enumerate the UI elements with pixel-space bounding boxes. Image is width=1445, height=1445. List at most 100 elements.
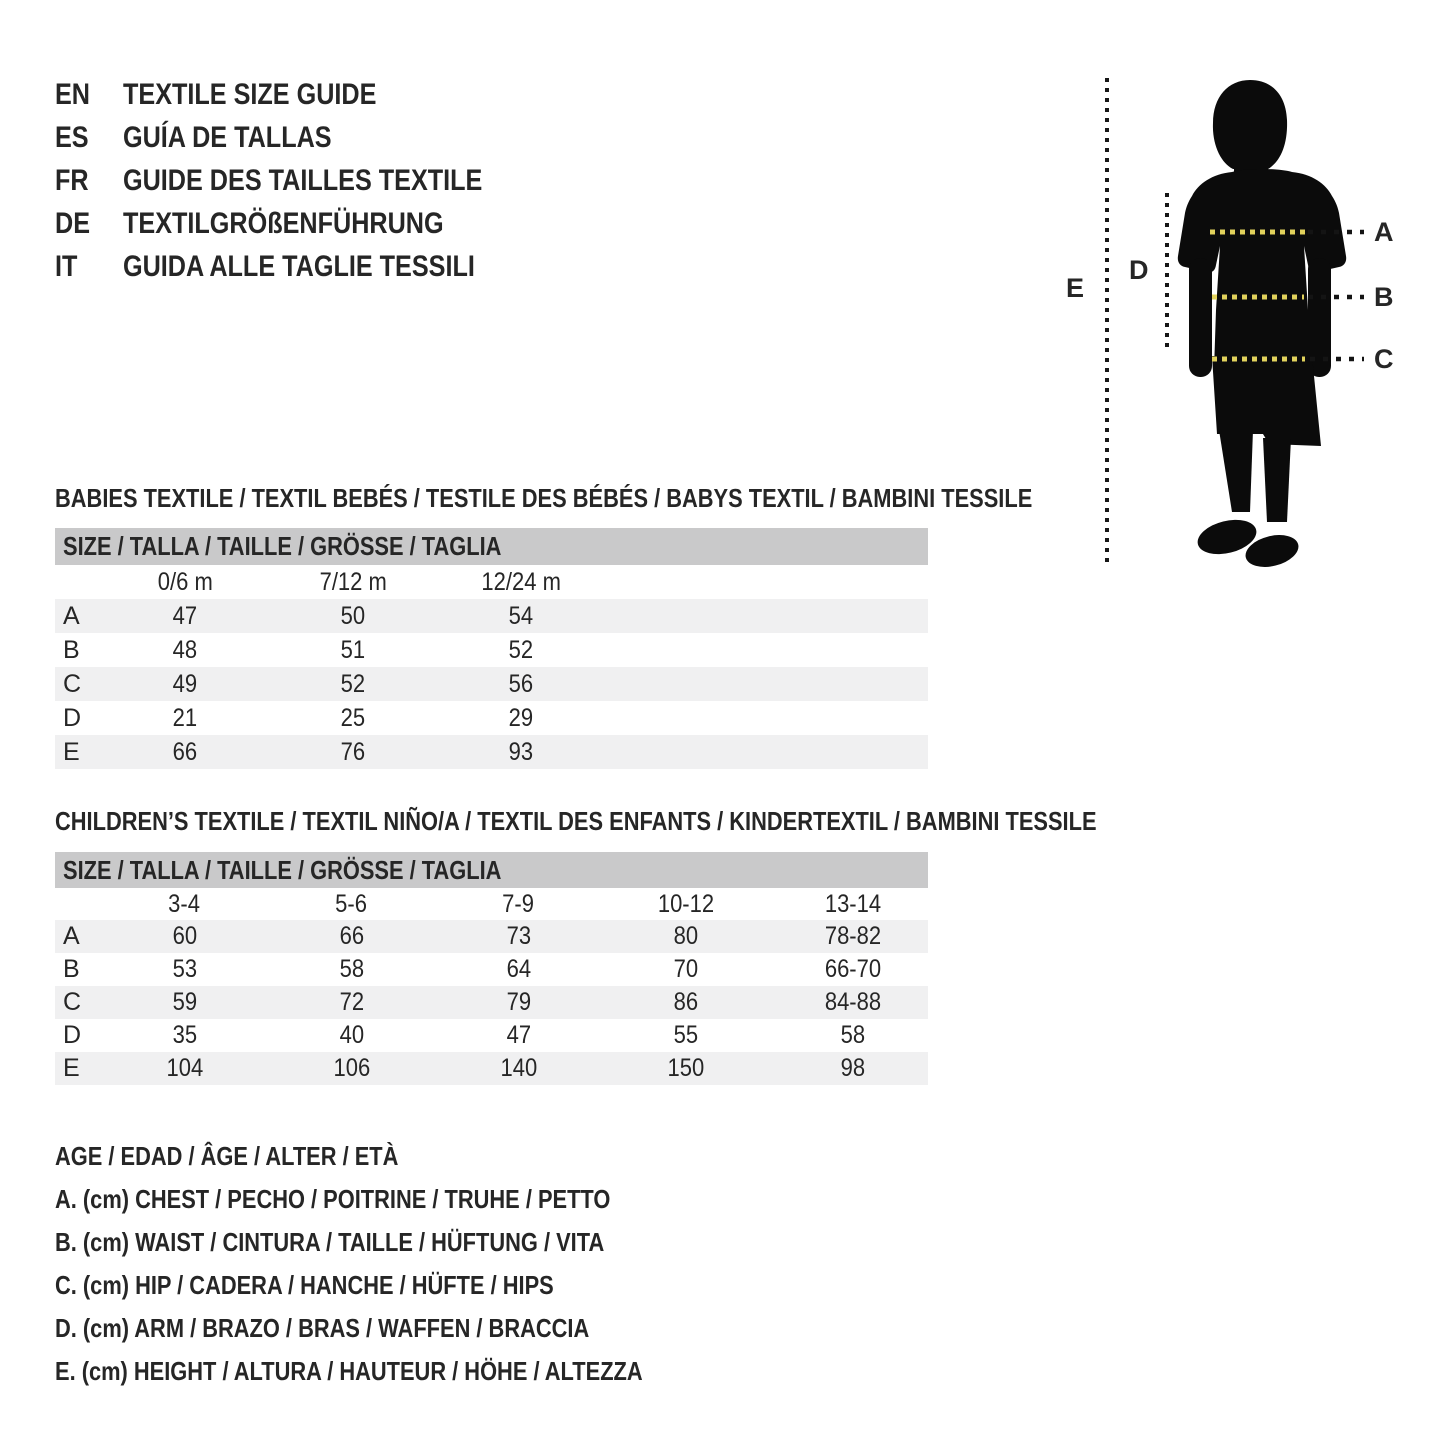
babies-size-table: SIZE / TALLA / TAILLE / GRÖSSE / TAGLIA …: [55, 528, 928, 769]
table-cell: 29: [437, 704, 605, 733]
legend-text: A. (cm) CHEST / PECHO / POITRINE / TRUHE…: [55, 1184, 611, 1214]
title-row-en: EN TEXTILE SIZE GUIDE: [55, 73, 551, 116]
cell-value: 47: [506, 1021, 531, 1049]
children-heading-text: CHILDREN’S TEXTILE / TEXTIL NIÑO/A / TEX…: [55, 806, 1097, 836]
cell-value: 35: [172, 1021, 197, 1049]
table-cell: 52: [437, 636, 605, 665]
cell-value: 84-88: [824, 988, 881, 1016]
language-code-text: IT: [55, 249, 78, 283]
babies-section-heading: BABIES TEXTILE / TEXTIL BEBÉS / TESTILE …: [55, 483, 1218, 513]
measurement-legend: AGE / EDAD / ÂGE / ALTER / ETÀ A. (cm) C…: [55, 1135, 755, 1393]
babies-column-header: 7/12 m: [269, 568, 437, 597]
table-cell: 47: [101, 602, 269, 631]
row-label: E: [63, 737, 80, 766]
cell-value: 73: [506, 922, 531, 950]
table-cell: 50: [269, 602, 437, 631]
table-row-e: E 104 106 140 150 98: [55, 1052, 928, 1085]
children-column-header: 3-4: [101, 890, 268, 919]
table-cell: 35: [101, 1021, 268, 1050]
children-column-header: 10-12: [602, 890, 769, 919]
table-row-b: B 53 58 64 70 66-70: [55, 953, 928, 986]
cell-value: 78-82: [824, 922, 881, 950]
table-row-a: A 47 50 54: [55, 599, 928, 633]
cell-value: 54: [508, 601, 534, 630]
table-cell: 60: [101, 922, 268, 951]
table-cell: 59: [101, 988, 268, 1017]
table-cell: 80: [602, 922, 769, 951]
measure-label-a: A: [1374, 217, 1394, 247]
language-code-it: IT: [55, 250, 123, 284]
language-code-text: EN: [55, 77, 91, 111]
language-code-es: ES: [55, 121, 123, 155]
cell-value: 58: [339, 955, 364, 983]
babies-size-header-text: SIZE / TALLA / TAILLE / GRÖSSE / TAGLIA: [63, 531, 502, 561]
measure-label-b: B: [1374, 282, 1394, 312]
cell-value: 72: [339, 988, 364, 1016]
measure-label-d: D: [1129, 255, 1149, 285]
column-header-text: 7-9: [502, 889, 535, 918]
row-label: C: [63, 988, 82, 1016]
table-cell: 150: [602, 1054, 769, 1083]
silhouette-head: [1212, 80, 1288, 169]
measure-label-c: C: [1374, 344, 1394, 374]
cell-value: 56: [508, 669, 534, 698]
legend-text: C. (cm) HIP / CADERA / HANCHE / HÜFTE / …: [55, 1270, 554, 1300]
table-cell: 72: [268, 988, 435, 1017]
column-header-text: 10-12: [657, 889, 714, 918]
table-cell: 104: [101, 1054, 268, 1083]
cell-value: 66-70: [824, 955, 881, 983]
table-cell: 52: [269, 670, 437, 699]
table-cell: 47: [435, 1021, 602, 1050]
cell-value: 59: [172, 988, 197, 1016]
table-cell: 53: [101, 955, 268, 984]
language-title-block: EN TEXTILE SIZE GUIDE ES GUÍA DE TALLAS …: [55, 73, 551, 288]
table-cell: 93: [437, 738, 605, 767]
silhouette-right-leg: [1263, 438, 1291, 522]
table-cell: 76: [269, 738, 437, 767]
table-row-b: B 48 51 52: [55, 633, 928, 667]
table-cell: 49: [101, 670, 269, 699]
babies-size-header-bar: SIZE / TALLA / TAILLE / GRÖSSE / TAGLIA: [55, 528, 928, 565]
cell-value: 79: [506, 988, 531, 1016]
cell-value: 66: [172, 737, 198, 766]
cell-value: 53: [172, 955, 197, 983]
cell-value: 80: [673, 922, 698, 950]
row-label: B: [63, 955, 80, 983]
title-row-it: IT GUIDA ALLE TAGLIE TESSILI: [55, 245, 551, 288]
column-header-text: 13-14: [824, 889, 881, 918]
legend-line-hip: C. (cm) HIP / CADERA / HANCHE / HÜFTE / …: [55, 1264, 755, 1307]
language-code-en: EN: [55, 78, 123, 112]
cell-value: 58: [840, 1021, 865, 1049]
table-cell: 78-82: [769, 922, 936, 951]
cell-value: 55: [673, 1021, 698, 1049]
cell-value: 21: [172, 703, 198, 732]
table-cell: 40: [268, 1021, 435, 1050]
language-code-fr: FR: [55, 164, 123, 198]
cell-value: 50: [340, 601, 366, 630]
guide-title-fr: GUIDE DES TAILLES TEXTILE: [123, 163, 483, 197]
guide-title-de: TEXTILGRÖßENFÜHRUNG: [123, 206, 444, 240]
legend-line-chest: A. (cm) CHEST / PECHO / POITRINE / TRUHE…: [55, 1178, 755, 1221]
silhouette-shirt: [1177, 169, 1347, 370]
cell-value: 70: [673, 955, 698, 983]
table-cell: 84-88: [769, 988, 936, 1017]
silhouette-right-shoe: [1245, 535, 1299, 567]
legend-text: D. (cm) ARM / BRAZO / BRAS / WAFFEN / BR…: [55, 1313, 590, 1343]
babies-heading-text: BABIES TEXTILE / TEXTIL BEBÉS / TESTILE …: [55, 483, 1033, 513]
guide-title-it: GUIDA ALLE TAGLIE TESSILI: [123, 249, 475, 283]
legend-text: AGE / EDAD / ÂGE / ALTER / ETÀ: [55, 1141, 399, 1171]
guide-title-en: TEXTILE SIZE GUIDE: [123, 77, 377, 111]
table-row-e: E 66 76 93: [55, 735, 928, 769]
table-cell: 140: [435, 1054, 602, 1083]
silhouette-shorts: [1212, 356, 1321, 446]
cell-value: 106: [333, 1054, 370, 1082]
table-cell: 66: [268, 922, 435, 951]
cell-value: 47: [172, 601, 198, 630]
cell-value: 40: [339, 1021, 364, 1049]
table-cell: 64: [435, 955, 602, 984]
child-silhouette: [1177, 80, 1347, 567]
table-cell: 79: [435, 988, 602, 1017]
children-column-header-row: 3-4 5-6 7-9 10-12 13-14: [55, 888, 928, 920]
table-cell: 58: [268, 955, 435, 984]
